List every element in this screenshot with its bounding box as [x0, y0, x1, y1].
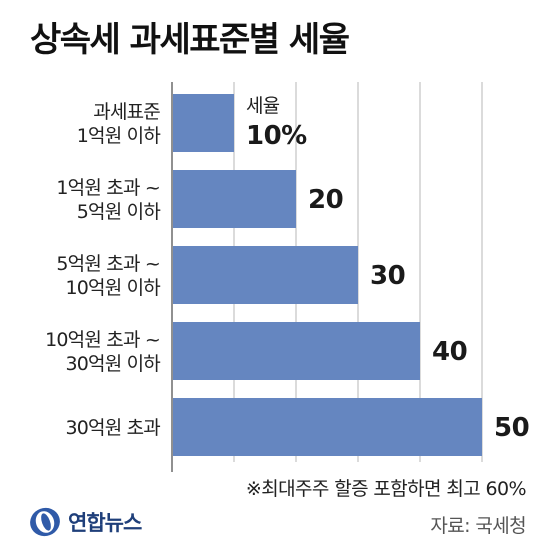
yonhap-logo-text: 연합뉴스	[68, 511, 142, 535]
bar	[173, 246, 358, 304]
value-label: 40	[432, 337, 467, 367]
bar	[173, 398, 482, 456]
footnote: ※최대주주 할증 포함하면 최고 60%	[245, 478, 527, 500]
bar	[173, 170, 296, 228]
category-label: 30억원 이하	[65, 353, 160, 375]
source-note: 자료: 국세청	[430, 515, 526, 537]
category-header: 과세표준	[93, 101, 160, 123]
category-label: 1억원 이하	[77, 125, 161, 147]
category-label: 1억원 초과 ~	[56, 177, 160, 199]
category-label: 10억원 이하	[65, 277, 160, 299]
yonhap-logo: 연합뉴스	[28, 506, 142, 538]
category-label: 5억원 초과 ~	[56, 253, 160, 275]
value-label: 20	[308, 185, 343, 215]
yonhap-logo-icon	[28, 506, 62, 538]
category-label: 5억원 이하	[77, 201, 161, 223]
bar	[173, 94, 234, 152]
value-header: 세율	[246, 95, 280, 117]
chart-title: 상속세 과세표준별 세율	[30, 20, 350, 60]
value-label: 50	[494, 413, 529, 443]
category-label: 30억원 초과	[65, 417, 160, 439]
value-label: 30	[370, 261, 405, 291]
category-label: 10억원 초과 ~	[45, 329, 160, 351]
bar	[173, 322, 420, 380]
value-label: 10%	[246, 121, 307, 151]
